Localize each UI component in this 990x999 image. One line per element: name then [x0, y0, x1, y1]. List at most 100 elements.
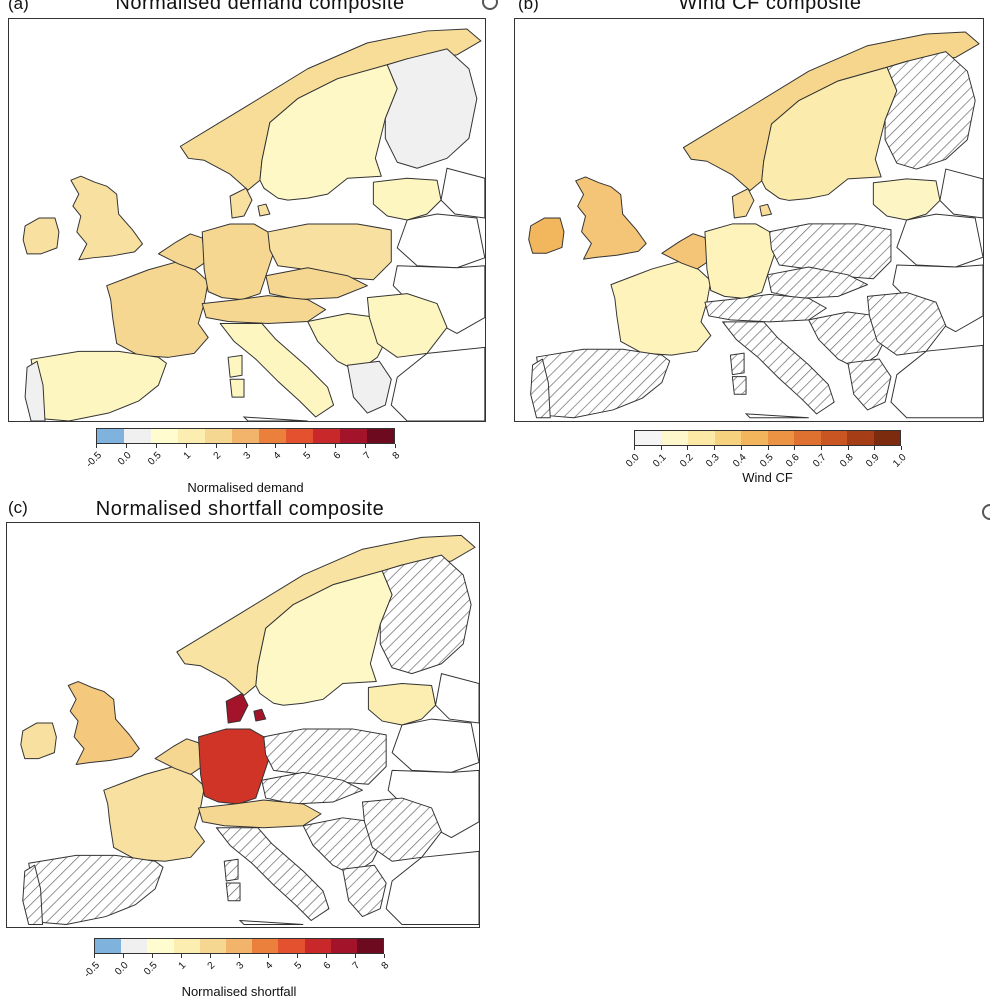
colorbar-tick-mark	[297, 954, 298, 958]
country-alps	[198, 799, 322, 829]
colorbar-tick-label: 1	[177, 960, 189, 972]
country-outline-1	[890, 344, 983, 419]
colorbar-swatch	[286, 429, 313, 443]
colorbar-swatch	[688, 431, 715, 445]
colorbar-tick-label: 0.3	[704, 452, 722, 470]
map-panel-b	[514, 18, 984, 422]
country-sweden	[255, 570, 393, 706]
country-finland	[884, 51, 976, 170]
country-baltics	[872, 178, 941, 221]
colorbar-tick-label: 5	[293, 960, 305, 972]
colorbar-tick-mark	[384, 954, 385, 958]
colorbar-tick-mark	[123, 954, 124, 958]
colorbar-swatch	[767, 431, 794, 445]
colorbar-b-label: Wind CF	[742, 470, 793, 485]
country-benelux	[661, 233, 710, 270]
country-italy	[215, 827, 330, 922]
colorbar-swatch	[225, 939, 253, 953]
colorbar-tick-mark	[874, 446, 876, 450]
country-germany	[201, 223, 275, 301]
colorbar-tick-mark	[395, 444, 396, 448]
colorbar-b: 0.0 0.1 0.2 0.3 0.4 0.5 0.6 0.7 0.8 0.9 1.0	[624, 430, 909, 474]
panel-b-title: Wind CF composite	[678, 0, 862, 14]
country-denmark	[225, 692, 267, 724]
colorbar-swatch	[356, 939, 384, 953]
colorbar-tick-label: 1	[181, 450, 194, 462]
colorbar-tick-label: 0.5	[142, 960, 160, 978]
country-france	[610, 258, 712, 356]
colorbar-a: -0.5 0.0 0.5 1 2 3 4 5 6 7 8	[84, 428, 403, 472]
colorbar-swatch	[97, 429, 124, 443]
country-spain	[28, 854, 164, 925]
colorbar-swatch	[847, 431, 874, 445]
country-uk	[70, 175, 144, 261]
country-uk	[575, 176, 647, 260]
colorbar-tick-label: 8	[380, 960, 392, 972]
country-balkans	[302, 817, 383, 876]
colorbar-swatch	[124, 429, 151, 443]
country-belarus	[396, 213, 485, 269]
colorbar-swatch	[741, 431, 768, 445]
country-outline-0	[440, 167, 485, 219]
colorbar-tick-mark	[901, 446, 902, 450]
country-outline-0	[939, 168, 983, 219]
colorbar-tick-mark	[245, 444, 247, 448]
country-baltics	[367, 683, 437, 726]
country-portugal	[22, 864, 44, 925]
europe-map-a	[22, 28, 485, 421]
country-outline-2	[242, 416, 308, 421]
colorbar-tick-label: 0.0	[116, 450, 134, 468]
country-ireland	[20, 722, 57, 760]
country-france	[103, 764, 205, 862]
country-outline-0	[435, 673, 479, 724]
colorbar-tick-mark	[740, 446, 742, 450]
colorbar-tick-mark	[355, 954, 356, 958]
colorbar-swatch	[635, 431, 662, 445]
country-finland	[379, 554, 472, 675]
colorbar-swatch	[147, 939, 174, 953]
colorbar-tick-label: 6	[322, 960, 334, 972]
colorbar-tick-label: 0.5	[757, 452, 776, 470]
country-poland	[267, 223, 392, 281]
country-poland	[769, 223, 892, 280]
europe-map-c	[20, 534, 479, 925]
country-portugal	[530, 358, 551, 419]
country-portugal	[24, 360, 46, 421]
colorbar-tick-label: 6	[331, 450, 343, 462]
country-sweden	[259, 64, 398, 201]
colorbar-tick-mark	[125, 444, 127, 448]
colorbar-tick-mark	[152, 954, 153, 958]
colorbar-swatch	[173, 939, 200, 953]
country-czech	[767, 266, 868, 299]
colorbar-tick-mark	[215, 444, 217, 448]
colorbar-tick-mark	[767, 446, 769, 450]
colorbar-tick-mark	[847, 446, 849, 450]
country-spain	[30, 350, 167, 421]
country-ukraine	[387, 769, 479, 839]
colorbar-ticks: -0.5 0.0 0.5 1 2 3 4 5 6 7 8	[82, 954, 392, 982]
colorbar-tick-label: 0.4	[730, 452, 749, 470]
colorbar-swatch	[95, 939, 122, 953]
country-finland	[384, 48, 478, 169]
colorbar-swatch	[873, 431, 900, 445]
country-ukraine	[392, 265, 485, 334]
colorbar-swatch	[252, 939, 279, 953]
country-sweden	[761, 66, 898, 201]
country-romania	[361, 797, 442, 862]
colorbar-tick-mark	[96, 444, 97, 448]
colorbar-tick-mark	[305, 444, 307, 448]
country-denmark	[229, 187, 271, 219]
country-greece	[347, 360, 392, 414]
colorbar-tick-label: -0.5	[83, 450, 104, 470]
colorbar-tick-mark	[268, 954, 269, 958]
country-alps	[201, 295, 327, 324]
country-ireland	[22, 217, 60, 255]
colorbar-tick-label: 0.0	[113, 960, 131, 978]
country-czech	[265, 267, 368, 301]
colorbar-swatch	[121, 939, 148, 953]
colorbar-swatch	[199, 939, 226, 953]
colorbar-tick-mark	[94, 954, 95, 958]
country-belarus	[896, 213, 983, 268]
colorbar-tick-label: 8	[391, 450, 403, 462]
country-outline-2	[744, 413, 809, 419]
